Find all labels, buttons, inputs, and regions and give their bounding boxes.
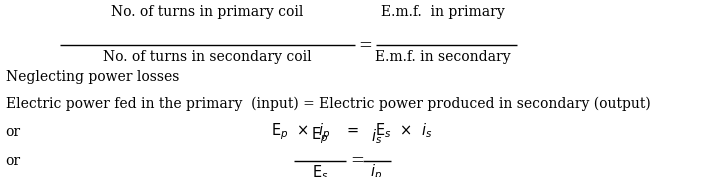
Text: =: = (359, 37, 373, 54)
Text: $\mathit{i}_s$: $\mathit{i}_s$ (370, 127, 382, 146)
Text: E.m.f. in secondary: E.m.f. in secondary (375, 50, 510, 64)
Text: Neglecting power losses: Neglecting power losses (6, 70, 179, 84)
Text: $\mathrm{E}_p$: $\mathrm{E}_p$ (311, 125, 328, 146)
Text: No. of turns in primary coil: No. of turns in primary coil (111, 5, 304, 19)
Text: or: or (6, 154, 21, 168)
Text: $\mathrm{E}_p$  $\times$  $\mathit{i}_p$   $=$   $\mathrm{E}_s$  $\times$  $\mat: $\mathrm{E}_p$ $\times$ $\mathit{i}_p$ $… (271, 122, 432, 142)
Text: $\mathit{i}_p$: $\mathit{i}_p$ (370, 163, 382, 177)
Text: =: = (350, 153, 364, 170)
Text: Electric power fed in the primary  (input) = Electric power produced in secondar: Electric power fed in the primary (input… (6, 96, 650, 111)
Text: or: or (6, 125, 21, 139)
Text: $\mathrm{E}_s$: $\mathrm{E}_s$ (311, 163, 328, 177)
Text: E.m.f.  in primary: E.m.f. in primary (381, 5, 505, 19)
Text: No. of turns in secondary coil: No. of turns in secondary coil (103, 50, 311, 64)
